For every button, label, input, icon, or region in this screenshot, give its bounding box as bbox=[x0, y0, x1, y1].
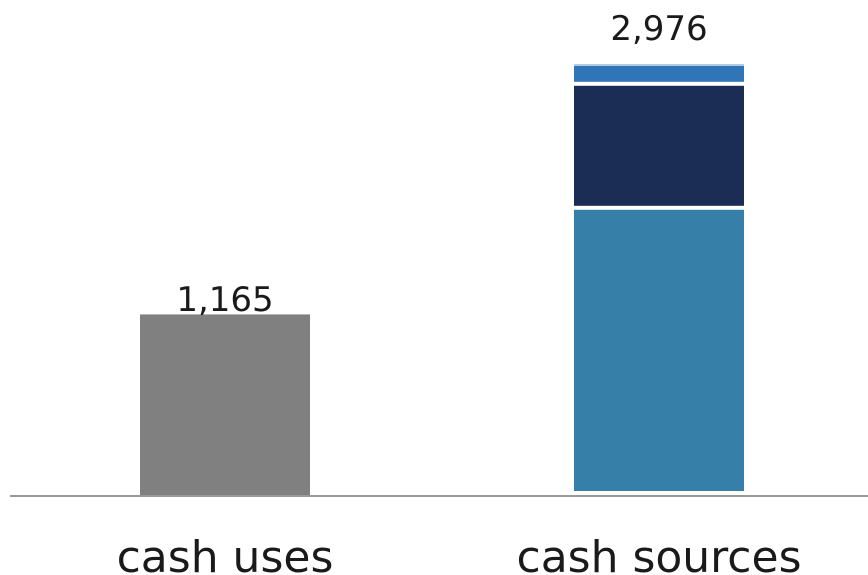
bars-layer bbox=[140, 64, 744, 495]
bar-segment-cash-sources-3 bbox=[574, 65, 744, 82]
total-label-cash-uses: 1,165 bbox=[176, 280, 273, 320]
category-label-cash-uses: cash uses bbox=[117, 532, 334, 575]
bar-segment-cash-uses-0 bbox=[140, 314, 310, 495]
bar-segment-cash-sources-1 bbox=[574, 209, 744, 492]
category-label-cash-sources: cash sources bbox=[517, 532, 802, 575]
total-label-cash-sources: 2,976 bbox=[610, 9, 707, 49]
bar-segment-cash-sources-2 bbox=[574, 85, 744, 206]
bar-segment-cash-sources-4 bbox=[574, 64, 744, 66]
